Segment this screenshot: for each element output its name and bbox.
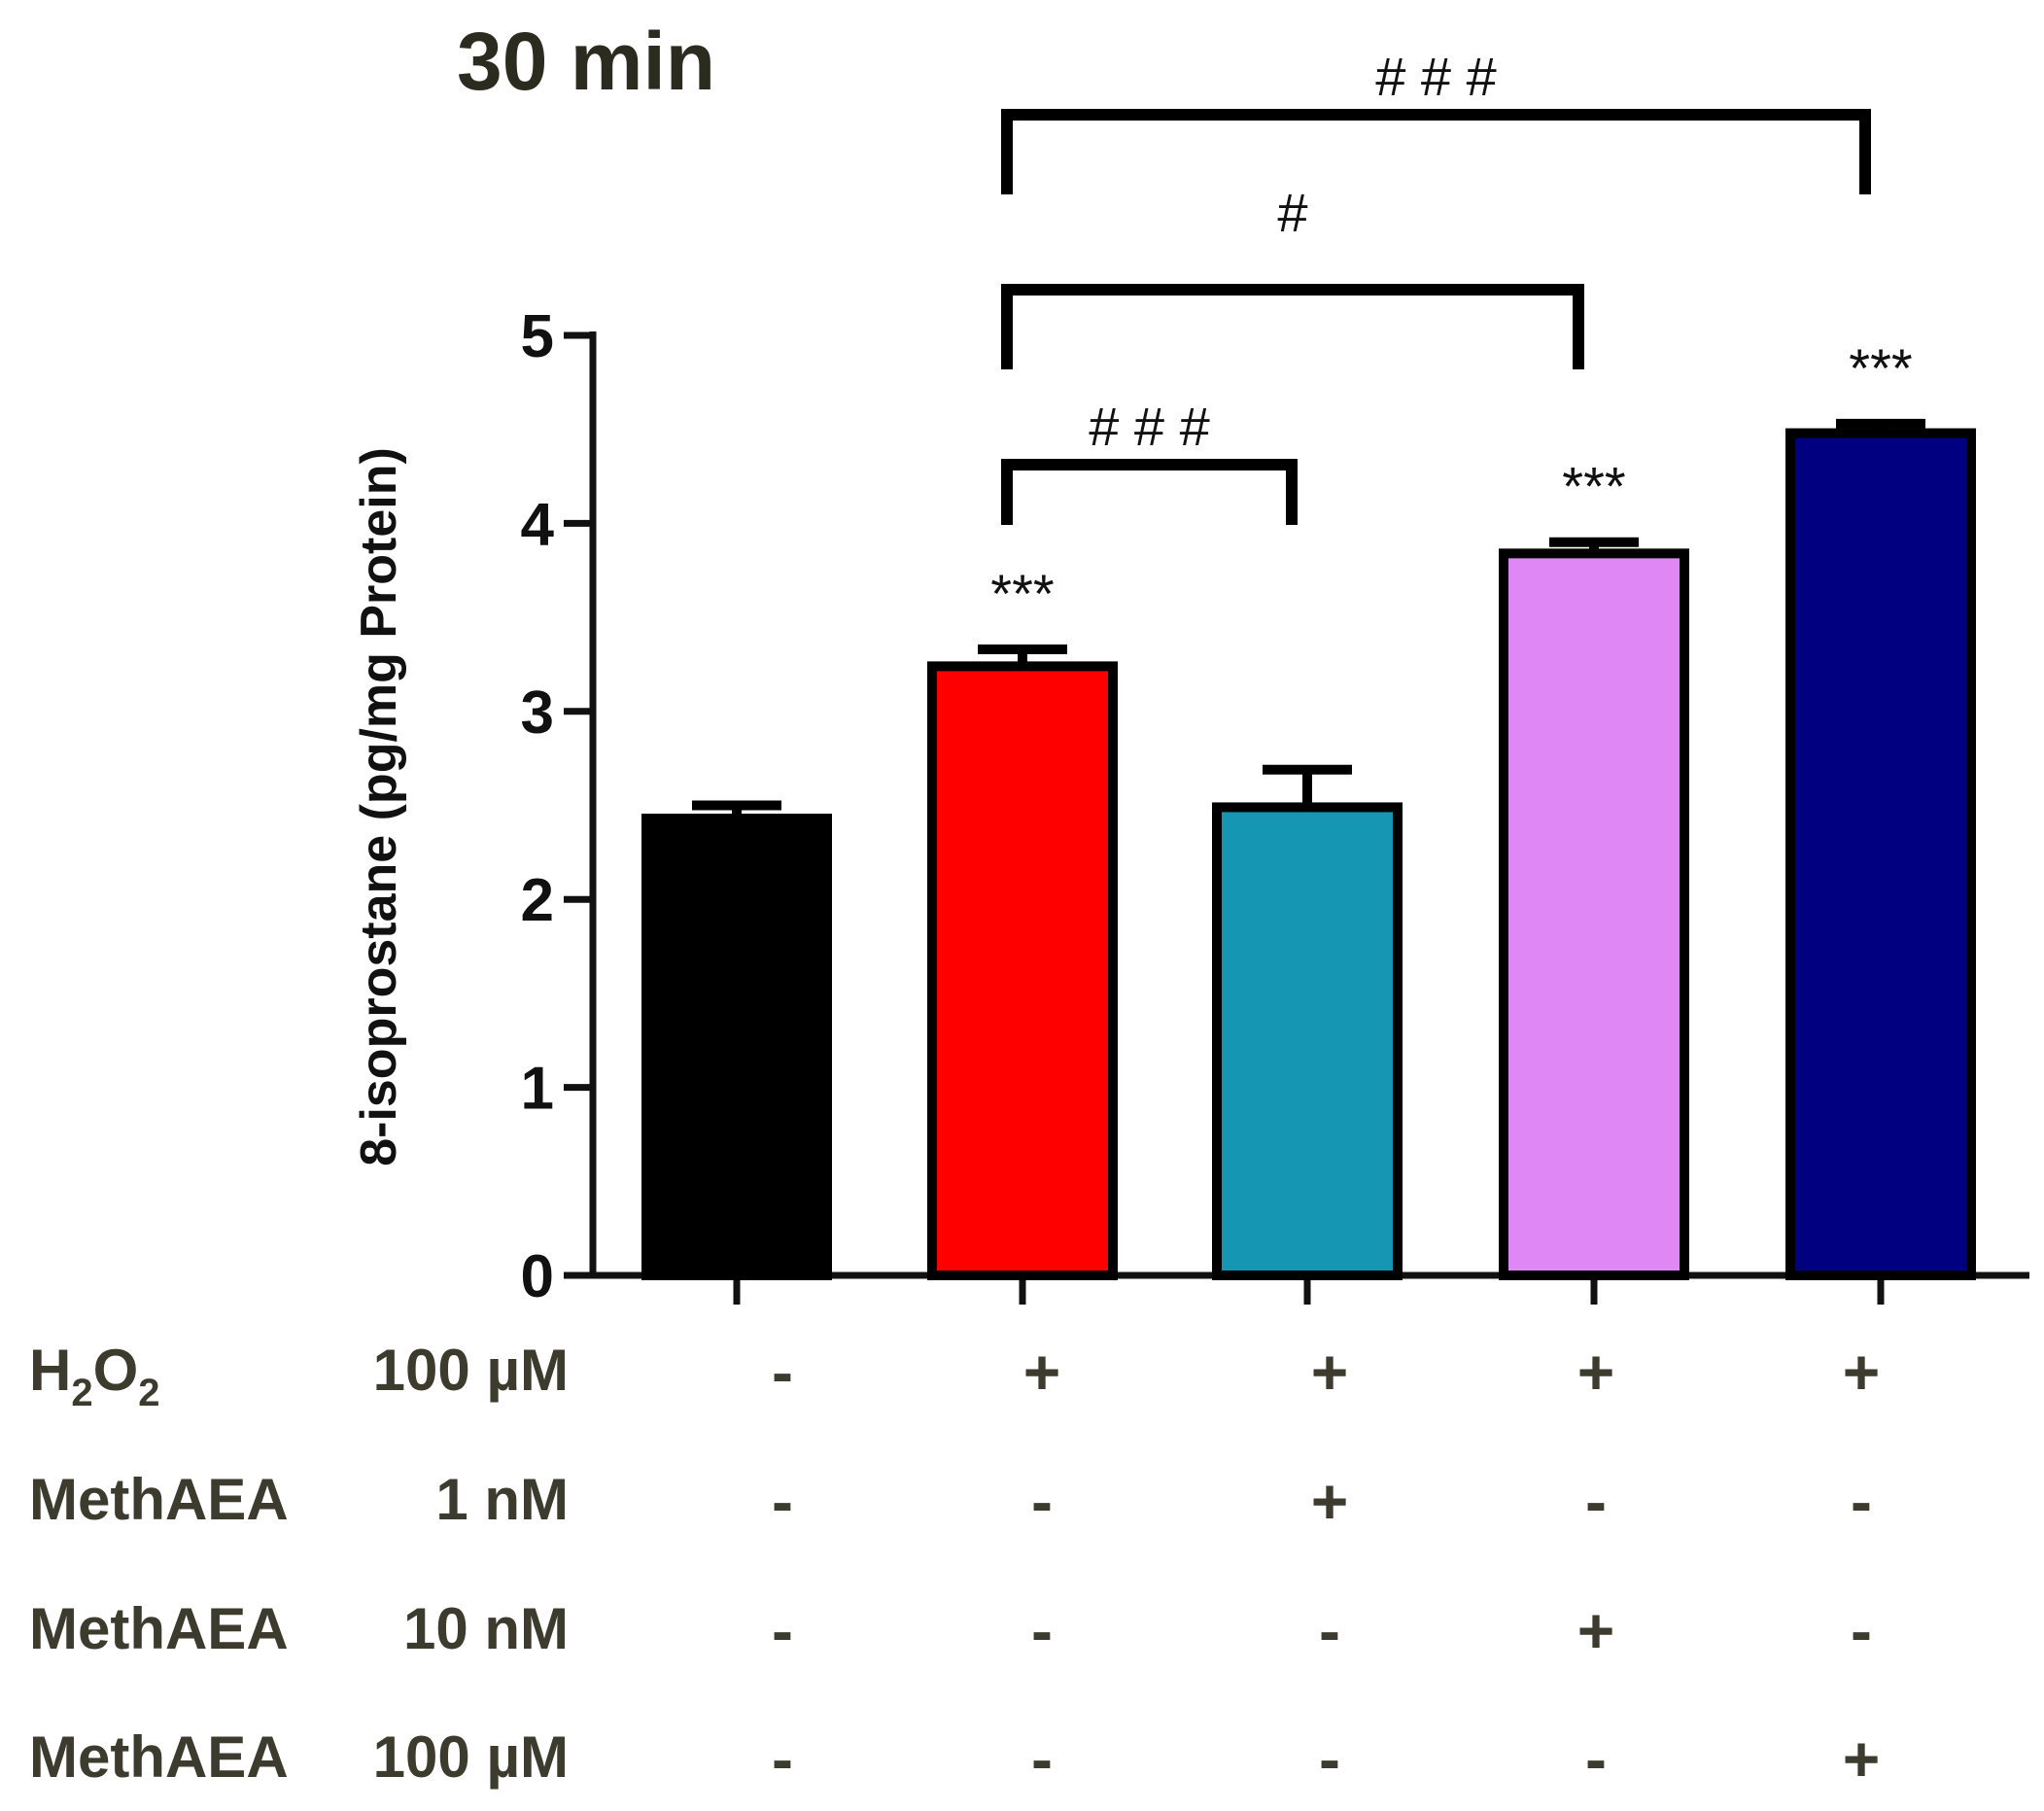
treatment-minus: -: [1851, 1465, 1872, 1537]
treatment-dose: 100 µM: [373, 1338, 569, 1403]
bar: [927, 661, 1118, 1280]
bar: [1212, 802, 1403, 1281]
name-part: MethAEA: [29, 1724, 289, 1790]
bar: [641, 814, 832, 1281]
comparison-label: #: [1277, 182, 1307, 243]
treatment-dose: 1 nM: [435, 1467, 569, 1532]
treatment-dose: 10 nM: [403, 1596, 569, 1661]
treatment-minus: -: [772, 1465, 793, 1537]
comparison-bracket: [1001, 459, 1298, 525]
y-tick-label: 4: [521, 491, 555, 558]
y-tick-label: 0: [521, 1243, 554, 1310]
treatment-name: H2O2: [29, 1338, 160, 1414]
significance-stars: ***: [1849, 337, 1912, 399]
name-part: O: [93, 1338, 139, 1403]
treatment-minus: -: [1851, 1594, 1872, 1666]
treatment-plus: +: [1311, 1336, 1349, 1408]
treatment-minus: -: [1031, 1723, 1053, 1794]
comparison-bracket: [1001, 109, 1871, 194]
subscript: 2: [71, 1372, 92, 1414]
comparison-label: # # #: [1375, 46, 1497, 107]
treatment-minus: -: [1585, 1465, 1607, 1537]
y-tick-label: 2: [521, 867, 554, 934]
treatment-plus: +: [1577, 1336, 1615, 1408]
treatment-minus: -: [1031, 1594, 1053, 1666]
treatment-plus: +: [1843, 1723, 1881, 1794]
treatment-minus: -: [1319, 1723, 1340, 1794]
treatment-dose: 100 µM: [373, 1724, 569, 1790]
significance-stars: ***: [990, 563, 1054, 624]
name-part: H: [29, 1338, 71, 1403]
y-tick-label: 1: [521, 1056, 554, 1123]
treatment-minus: -: [1585, 1723, 1607, 1794]
treatment-plus: +: [1577, 1594, 1615, 1666]
treatment-plus: +: [1023, 1336, 1061, 1408]
comparison-label: # # #: [1089, 396, 1210, 457]
treatment-plus: +: [1311, 1465, 1349, 1537]
y-tick-label: 3: [521, 679, 554, 747]
y-axis-label: 8-isoprostane (pg/mg Protein): [351, 447, 407, 1167]
treatment-name: MethAEA: [29, 1724, 289, 1790]
treatment-name: MethAEA: [29, 1467, 289, 1532]
treatment-minus: -: [1031, 1465, 1053, 1537]
treatment-minus: -: [772, 1594, 793, 1666]
name-part: MethAEA: [29, 1596, 289, 1661]
treatment-name: MethAEA: [29, 1596, 289, 1661]
name-part: MethAEA: [29, 1467, 289, 1532]
treatment-minus: -: [772, 1336, 793, 1408]
bar: [1499, 548, 1689, 1280]
subscript: 2: [138, 1372, 159, 1414]
chart-title: 30 min: [457, 16, 715, 107]
y-tick-label: 5: [521, 303, 554, 370]
treatment-plus: +: [1843, 1336, 1881, 1408]
comparison-bracket: [1001, 284, 1584, 369]
treatment-minus: -: [1319, 1594, 1340, 1666]
significance-stars: ***: [1562, 456, 1625, 517]
treatment-minus: -: [772, 1723, 793, 1794]
bar: [1785, 428, 1976, 1280]
